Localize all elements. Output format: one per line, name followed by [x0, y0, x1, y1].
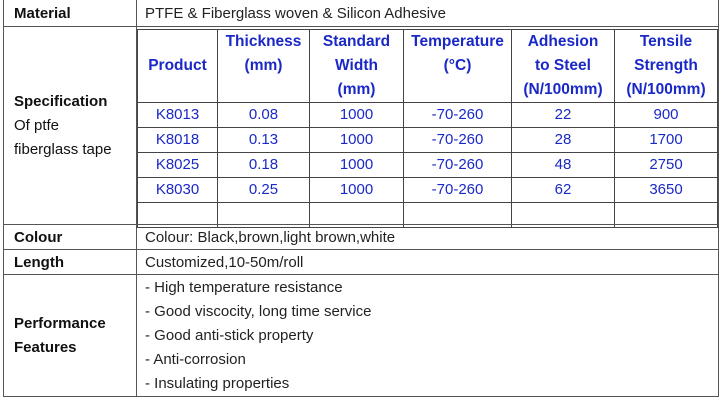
table-row: K8030 0.25 1000 -70-260 62 3650 [137, 177, 718, 203]
header-thickness: Thickness (mm) [217, 29, 310, 103]
specification-table: Product Thickness (mm) Standard Width [137, 29, 718, 228]
header-tensile-strength: Tensile Strength (N/100mm) [614, 29, 718, 103]
cell-thickness: 0.08 [217, 102, 310, 128]
list-item: - Good anti-stick property [145, 326, 314, 344]
cell-temperature: -70-260 [403, 177, 512, 203]
cell-thickness: 0.18 [217, 152, 310, 178]
specification-row: Specification Of ptfe fiberglass tape [3, 26, 719, 228]
cell-product: K8013 [137, 102, 218, 128]
features-row: Performance Features - High temperature … [3, 274, 719, 397]
header-adhesion: Adhesion to Steel (N/100mm) [511, 29, 615, 103]
table-row: K8013 0.08 1000 -70-260 22 900 [137, 102, 718, 128]
features-list: - High temperature resistance - Good vis… [136, 274, 719, 397]
cell-temperature: -70-260 [403, 127, 512, 153]
header-product: Product [137, 29, 218, 103]
features-label-cell: Performance Features [3, 274, 137, 397]
cell-thickness: 0.13 [217, 127, 310, 153]
table-row: K8025 0.18 1000 -70-260 48 2750 [137, 152, 718, 178]
cell-tensile: 3650 [614, 177, 718, 203]
cell-adhesion: 28 [511, 127, 615, 153]
header-temperature: Temperature (°C) [403, 29, 512, 103]
list-item: - Insulating properties [145, 374, 290, 392]
specification-label: Specification [14, 92, 108, 110]
material-row: Material PTFE & Fiberglass woven & Silic… [3, 0, 719, 27]
cell-adhesion: 22 [511, 102, 615, 128]
colour-value: Colour: Black,brown,light brown,white [136, 224, 719, 250]
cell-tensile: 900 [614, 102, 718, 128]
list-item: - Anti-corrosion [145, 350, 246, 368]
cell-width: 1000 [309, 177, 404, 203]
cell-product: K8025 [137, 152, 218, 178]
cell-width: 1000 [309, 127, 404, 153]
cell-tensile: 1700 [614, 127, 718, 153]
specification-sublabel-2: fiberglass tape [14, 140, 112, 158]
list-item: - High temperature resistance [145, 278, 343, 296]
cell-width: 1000 [309, 102, 404, 128]
specification-label-cell: Specification Of ptfe fiberglass tape [3, 26, 137, 225]
features-label-1: Performance [14, 314, 106, 332]
cell-width: 1000 [309, 152, 404, 178]
table-row: K8018 0.13 1000 -70-260 28 1700 [137, 127, 718, 153]
header-standard-width: Standard Width (mm) [309, 29, 404, 103]
product-spec-sheet: Material PTFE & Fiberglass woven & Silic… [3, 0, 719, 397]
list-item: - Good viscocity, long time service [145, 302, 372, 320]
material-label: Material [3, 0, 137, 27]
features-label-2: Features [14, 338, 77, 356]
cell-temperature: -70-260 [403, 152, 512, 178]
colour-row: Colour Colour: Black,brown,light brown,w… [3, 224, 719, 250]
material-value: PTFE & Fiberglass woven & Silicon Adhesi… [136, 0, 719, 27]
length-row: Length Customized,10-50m/roll [3, 249, 719, 275]
length-value: Customized,10-50m/roll [136, 249, 719, 275]
length-label: Length [3, 249, 137, 275]
cell-adhesion: 62 [511, 177, 615, 203]
cell-product: K8030 [137, 177, 218, 203]
cell-adhesion: 48 [511, 152, 615, 178]
cell-thickness: 0.25 [217, 177, 310, 203]
cell-temperature: -70-260 [403, 102, 512, 128]
spec-header-row: Product Thickness (mm) Standard Width [137, 29, 718, 103]
specification-table-cell: Product Thickness (mm) Standard Width [136, 26, 719, 228]
cell-product: K8018 [137, 127, 218, 153]
colour-label: Colour [3, 224, 137, 250]
cell-tensile: 2750 [614, 152, 718, 178]
specification-sublabel-1: Of ptfe [14, 116, 60, 134]
